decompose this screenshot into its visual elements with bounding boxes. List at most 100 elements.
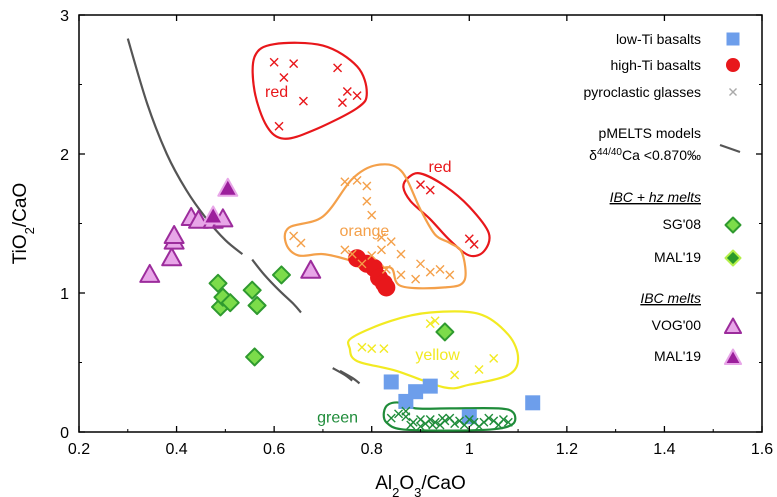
point-pyroclastic-glasses-orange-stroke-b: [381, 264, 391, 274]
x-tick-label: 0.4: [165, 441, 187, 458]
point-sg-08: [220, 293, 240, 313]
point-sg-08: [245, 347, 265, 367]
point-pyroclastic-glasses-red: [298, 96, 308, 106]
region-outline-red: [251, 41, 368, 140]
legend-pmelts-label: pMELTS models: [599, 125, 701, 141]
legend-glasses-marker: [729, 88, 737, 96]
point-pyroclastic-glasses-orange-stroke-b: [289, 231, 299, 241]
point-pyroclastic-glasses-green-stroke-b: [469, 417, 479, 427]
point-pyroclastic-glasses-red-stroke-b: [289, 59, 299, 69]
x-axis-label-part: 2: [392, 485, 399, 497]
point-pyroclastic-glasses-orange: [445, 270, 455, 280]
point-high-ti-basalts: [377, 278, 396, 297]
point-pyroclastic-glasses-yellow: [425, 319, 435, 329]
point-pyroclastic-glasses-orange: [435, 264, 445, 274]
point-low-ti-basalts: [422, 378, 438, 394]
point-pyroclastic-glasses-red-stroke-b: [333, 63, 343, 73]
x-axis-label-part: /CaO: [421, 473, 465, 494]
point-pyroclastic-glasses-orange-stroke-b: [416, 259, 425, 269]
region-outline-orange: [283, 163, 467, 290]
x-tick-label: 1: [465, 441, 474, 458]
region-label-red: red: [265, 84, 288, 101]
point-pyroclastic-glasses-green-stroke-b: [450, 419, 460, 429]
point-pyroclastic-glasses-red-stroke-b: [352, 91, 362, 101]
point-pyroclastic-glasses-orange-stroke-b: [357, 259, 367, 269]
legend-mal19-ibc-label: MAL'19: [654, 348, 701, 364]
point-pyroclastic-glasses-green: [406, 420, 416, 430]
legend-low-ti-label: low-Ti basalts: [616, 31, 701, 47]
point-pyroclastic-glasses-red-stroke-b: [469, 239, 479, 249]
legend-ibc-hz-heading: IBC + hz melts: [610, 189, 701, 205]
y-tick-label: 1: [60, 286, 69, 303]
point-pyroclastic-glasses-orange-stroke-b: [396, 249, 406, 259]
point-pyroclastic-glasses-orange: [411, 274, 421, 284]
point-pyroclastic-glasses-orange: [357, 259, 367, 269]
point-pyroclastic-glasses-yellow: [379, 344, 389, 354]
point-pyroclastic-glasses-green-stroke-b: [489, 416, 499, 426]
point-pyroclastic-glasses-yellow: [489, 353, 499, 363]
point-pyroclastic-glasses-yellow-stroke-b: [474, 364, 484, 374]
legend-mal19-hz-marker: [724, 249, 742, 267]
point-pyroclastic-glasses-orange-stroke-b: [376, 245, 386, 255]
point-pyroclastic-glasses-green-stroke-b: [428, 420, 438, 430]
point-pyroclastic-glasses-orange-stroke-b: [367, 210, 377, 220]
point-pyroclastic-glasses-orange-stroke-b: [376, 232, 386, 242]
point-pyroclastic-glasses-orange-stroke-b: [435, 264, 445, 274]
point-low-ti-basalts: [383, 374, 399, 390]
point-pyroclastic-glasses-green: [416, 414, 425, 424]
x-tick-label: 0.2: [68, 441, 90, 458]
point-pyroclastic-glasses-green-stroke-b: [401, 406, 411, 416]
point-vog-00: [139, 263, 161, 283]
legend-pmelts-sup: 44/40: [597, 147, 622, 158]
point-vog-00: [161, 247, 183, 267]
pmelts-curve: [339, 369, 361, 385]
point-pyroclastic-glasses-orange-stroke-b: [352, 175, 362, 185]
x-tick-label: 1.6: [751, 441, 773, 458]
region-label-red: red: [428, 159, 451, 176]
point-sg-08: [247, 296, 267, 316]
point-pyroclastic-glasses-green: [498, 414, 508, 424]
point-pyroclastic-glasses-orange: [381, 264, 391, 274]
point-pyroclastic-glasses-green-stroke-b: [437, 413, 447, 423]
point-pyroclastic-glasses-red: [274, 121, 284, 131]
legend-glasses-marker-stroke-b: [729, 88, 737, 96]
point-pyroclastic-glasses-green: [428, 420, 438, 430]
point-pyroclastic-glasses-orange-stroke-b: [367, 250, 377, 260]
point-sg-08: [435, 322, 455, 342]
point-pyroclastic-glasses-green-stroke-b: [464, 414, 474, 424]
legend-glasses-label: pyroclastic glasses: [584, 84, 702, 100]
legend-sg08-marker: [724, 216, 742, 234]
y-axis-label-part: TiO: [10, 234, 31, 264]
y-tick-label: 3: [60, 8, 69, 25]
point-pyroclastic-glasses-red: [289, 59, 299, 69]
legend-vog00-marker: [723, 317, 743, 334]
point-low-ti-basalts: [525, 395, 541, 411]
legend-pmelts-line: [719, 143, 741, 154]
point-pyroclastic-glasses-red-stroke-b: [342, 86, 352, 96]
point-pyroclastic-glasses-green-stroke-b: [416, 414, 425, 424]
point-pyroclastic-glasses-red-stroke-b: [279, 73, 289, 83]
region-outline-green: [382, 401, 517, 432]
region-label-green: green: [317, 409, 358, 426]
legend-pmelts-sub: δ44/40Ca <0.870‰: [589, 147, 701, 164]
point-pyroclastic-glasses-orange: [396, 249, 406, 259]
point-pyroclastic-glasses-green-stroke-b: [386, 413, 396, 423]
point-pyroclastic-glasses-red-stroke-b: [416, 180, 425, 190]
point-pyroclastic-glasses-orange: [376, 232, 386, 242]
point-pyroclastic-glasses-green: [416, 421, 425, 431]
region-outline-yellow: [346, 310, 520, 390]
point-pyroclastic-glasses-orange: [416, 259, 425, 269]
point-pyroclastic-glasses-yellow-stroke-b: [425, 319, 435, 329]
x-axis-label-part: 3: [414, 485, 421, 497]
point-pyroclastic-glasses-orange: [376, 245, 386, 255]
point-pyroclastic-glasses-green: [401, 406, 411, 416]
y-axis-label: TiO2/CaO: [10, 183, 37, 265]
point-pyroclastic-glasses-green: [450, 419, 460, 429]
point-pyroclastic-glasses-orange-stroke-b: [347, 249, 357, 259]
point-pyroclastic-glasses-green: [503, 417, 513, 427]
point-pyroclastic-glasses-red: [269, 57, 279, 67]
point-pyroclastic-glasses-green-stroke-b: [425, 414, 435, 424]
y-axis-label-part: 2: [22, 227, 37, 234]
point-pyroclastic-glasses-green: [425, 414, 435, 424]
